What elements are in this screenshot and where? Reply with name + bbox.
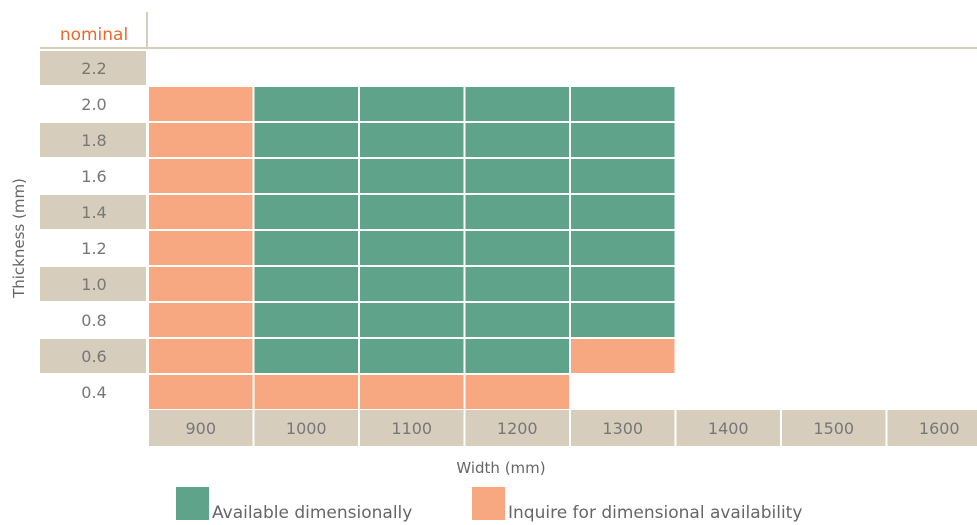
cell-0-4-1200-inquire: [465, 375, 569, 409]
cell-1-0-1000-available: [254, 267, 358, 301]
cell-1-8-1000-available: [254, 123, 358, 157]
x-tick-label-1500: 1500: [813, 419, 854, 438]
cell-0-8-1000-available: [254, 303, 358, 337]
cell-2-0-1100-available: [360, 87, 464, 121]
cell-2-0-1300-available: [571, 87, 675, 121]
cell-2-0-900-inquire: [149, 87, 253, 121]
cell-1-2-1300-available: [571, 231, 675, 265]
cell-0-8-900-inquire: [149, 303, 253, 337]
x-tick-label-1300: 1300: [602, 419, 643, 438]
cell-1-4-1200-available: [465, 195, 569, 229]
x-tick-label-1400: 1400: [708, 419, 749, 438]
x-label-tile-1200: [465, 410, 569, 446]
cell-1-2-1100-available: [360, 231, 464, 265]
legend-label-inquire: Inquire for dimensional availability: [508, 503, 802, 523]
cell-2-0-1000-available: [254, 87, 358, 121]
cell-2-0-1200-available: [465, 87, 569, 121]
y-label-band-1-0: [40, 267, 146, 301]
y-tick-label-0-6: 0.6: [81, 347, 106, 366]
y-label-band-2-2: [40, 51, 146, 85]
y-tick-label-1-8: 1.8: [81, 131, 106, 150]
x-label-tile-1600: [887, 410, 977, 446]
cell-1-0-1200-available: [465, 267, 569, 301]
x-label-tile-1100: [360, 410, 464, 446]
cell-1-0-1300-available: [571, 267, 675, 301]
cell-1-6-1300-available: [571, 159, 675, 193]
x-tick-label-1600: 1600: [919, 419, 960, 438]
cell-0-6-900-inquire: [149, 339, 253, 373]
cell-0-6-1000-available: [254, 339, 358, 373]
y-tick-label-2-0: 2.0: [81, 95, 106, 114]
y-label-band-1-4: [40, 195, 146, 229]
x-label-tile-1500: [782, 410, 886, 446]
cell-1-6-1200-available: [465, 159, 569, 193]
cell-1-0-900-inquire: [149, 267, 253, 301]
y-label-band-0-6: [40, 339, 146, 373]
cell-1-2-1200-available: [465, 231, 569, 265]
x-axis-label: Width (mm): [456, 459, 545, 477]
cell-1-4-900-inquire: [149, 195, 253, 229]
cell-1-6-1000-available: [254, 159, 358, 193]
cell-1-0-1100-available: [360, 267, 464, 301]
cell-1-6-1100-available: [360, 159, 464, 193]
x-label-tile-1300: [571, 410, 675, 446]
y-tick-label-0-4: 0.4: [81, 383, 106, 402]
cell-0-8-1100-available: [360, 303, 464, 337]
cell-1-4-1300-available: [571, 195, 675, 229]
x-tick-label-900: 900: [185, 419, 216, 438]
x-tick-label-1000: 1000: [286, 419, 327, 438]
y-axis-label: Thickness (mm): [10, 178, 28, 299]
x-tick-label-1200: 1200: [497, 419, 538, 438]
legend-swatch-available: [176, 487, 209, 520]
cell-1-8-1300-available: [571, 123, 675, 157]
x-label-tile-900: [149, 410, 253, 446]
y-tick-label-1-2: 1.2: [81, 239, 106, 258]
cell-0-6-1300-inquire: [571, 339, 675, 373]
x-tick-label-1100: 1100: [391, 419, 432, 438]
cell-1-8-1100-available: [360, 123, 464, 157]
nominal-header: nominal: [60, 25, 128, 45]
cell-0-8-1300-available: [571, 303, 675, 337]
cell-1-4-1000-available: [254, 195, 358, 229]
cell-0-6-1200-available: [465, 339, 569, 373]
y-label-band-1-8: [40, 123, 146, 157]
cell-0-4-900-inquire: [149, 375, 253, 409]
y-tick-label-0-8: 0.8: [81, 311, 106, 330]
cell-1-6-900-inquire: [149, 159, 253, 193]
cell-0-4-1100-inquire: [360, 375, 464, 409]
y-tick-label-1-6: 1.6: [81, 167, 106, 186]
legend-swatch-inquire: [472, 487, 505, 520]
y-tick-label-1-4: 1.4: [81, 203, 106, 222]
cell-1-2-1000-available: [254, 231, 358, 265]
x-label-tile-1000: [254, 410, 358, 446]
cell-1-8-1200-available: [465, 123, 569, 157]
y-tick-label-1-0: 1.0: [81, 275, 106, 294]
cell-1-2-900-inquire: [149, 231, 253, 265]
y-tick-label-2-2: 2.2: [81, 59, 106, 78]
cell-0-6-1100-available: [360, 339, 464, 373]
cell-0-4-1000-inquire: [254, 375, 358, 409]
cell-1-4-1100-available: [360, 195, 464, 229]
x-label-tile-1400: [676, 410, 780, 446]
cell-0-8-1200-available: [465, 303, 569, 337]
cell-1-8-900-inquire: [149, 123, 253, 157]
legend-label-available: Available dimensionally: [212, 503, 412, 523]
